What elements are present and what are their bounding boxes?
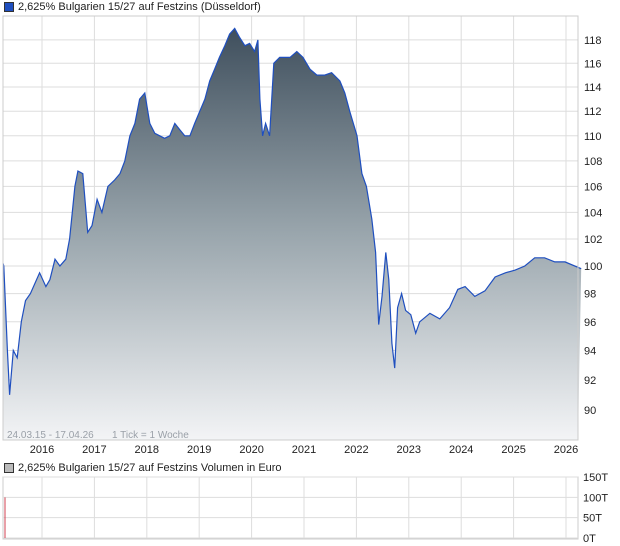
y-tick-label: 118 (584, 35, 602, 47)
x-tick-label: 2020 (239, 444, 263, 456)
price-area (3, 28, 582, 441)
y-tick-label: 108 (584, 156, 602, 168)
y-tick-label: 106 (584, 181, 602, 193)
y-tick-label: 98 (584, 289, 596, 301)
x-tick-label: 2018 (135, 444, 159, 456)
volume-y-tick-label: 0T (583, 533, 596, 545)
volume-y-tick-label: 50T (583, 513, 602, 525)
date-range-label: 24.03.15 - 17.04.26 (7, 430, 94, 441)
price-legend-label: 2,625% Bulgarien 15/27 auf Festzins (Düs… (18, 1, 261, 13)
price-legend: 2,625% Bulgarien 15/27 auf Festzins (Düs… (4, 1, 261, 13)
y-tick-label: 102 (584, 234, 602, 246)
y-tick-label: 116 (584, 58, 602, 70)
y-tick-label: 112 (584, 106, 602, 118)
volume-y-tick-label: 150T (583, 472, 608, 484)
y-tick-label: 94 (584, 346, 596, 358)
x-tick-label: 2022 (344, 444, 368, 456)
y-tick-label: 104 (584, 207, 602, 219)
x-tick-label: 2019 (187, 444, 211, 456)
x-tick-label: 2021 (292, 444, 316, 456)
x-tick-label: 2017 (82, 444, 106, 456)
price-legend-swatch (4, 2, 14, 12)
x-tick-label: 2023 (397, 444, 421, 456)
x-tick-label: 2025 (501, 444, 525, 456)
y-tick-label: 96 (584, 317, 596, 329)
volume-plot-frame (2, 476, 579, 540)
tick-interval-label: 1 Tick = 1 Woche (112, 430, 189, 441)
volume-legend-label: 2,625% Bulgarien 15/27 auf Festzins Volu… (18, 462, 282, 474)
price-plot-frame (2, 15, 579, 441)
x-tick-label: 2016 (30, 444, 54, 456)
price-line (2, 27, 582, 395)
y-tick-label: 100 (584, 261, 602, 273)
x-tick-label: 2026 (554, 444, 578, 456)
volume-legend: 2,625% Bulgarien 15/27 auf Festzins Volu… (4, 462, 282, 474)
volume-y-tick-label: 100T (583, 492, 608, 504)
y-tick-label: 92 (584, 375, 596, 387)
x-tick-label: 2024 (449, 444, 473, 456)
volume-legend-swatch (4, 463, 14, 473)
y-tick-label: 110 (584, 131, 602, 143)
y-tick-label: 114 (584, 82, 602, 94)
y-tick-label: 90 (584, 405, 596, 417)
